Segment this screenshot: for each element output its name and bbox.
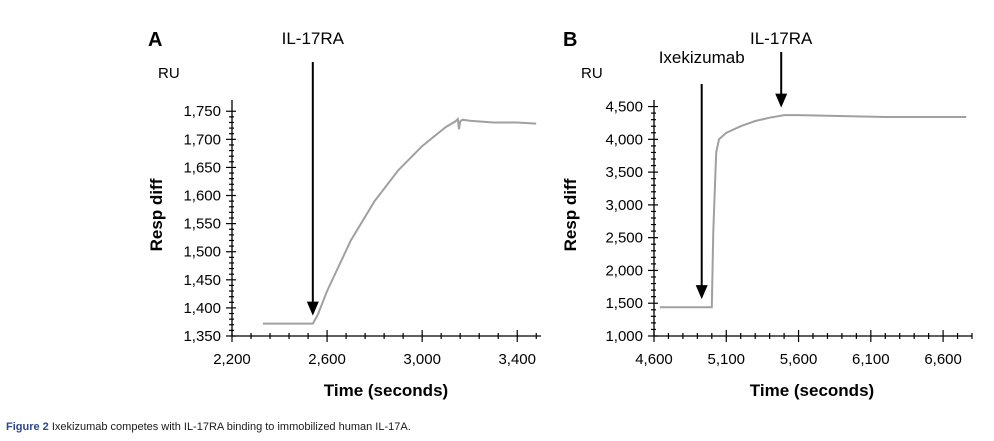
panel-a-y-tick-label: 1,550	[183, 216, 221, 233]
panel-b-unit-label: RU	[581, 65, 603, 82]
panel-b-letter: B	[563, 29, 577, 51]
panel-a-annotation-il-17ra-arrow-head	[306, 301, 319, 316]
panel-a-y-axis-title: Resp diff	[147, 178, 166, 251]
caption-label: Figure 2	[6, 421, 49, 433]
panel-b-y-tick-label: 4,500	[605, 99, 643, 116]
panel-b-y-tick-label: 3,500	[605, 164, 643, 181]
panel-a-x-axis-title: Time (seconds)	[324, 381, 448, 400]
panel-a-y-tick-label: 1,350	[183, 328, 221, 345]
panel-b-y-axis-title: Resp diff	[561, 178, 580, 251]
panel-a-annotation-il-17ra-label: IL-17RA	[282, 29, 345, 48]
panel-b-y-tick-label: 2,500	[605, 230, 643, 247]
panel-b-y-tick-label: 1,000	[605, 328, 643, 345]
panel-a-unit-label: RU	[158, 65, 180, 82]
panel-b-annotation-ixekizumab-label: Ixekizumab	[659, 48, 745, 67]
panel-b-x-tick-label: 6,100	[852, 351, 890, 368]
panel-b-x-axis-title: Time (seconds)	[750, 381, 874, 400]
panel-b-y-tick-label: 2,000	[605, 262, 643, 279]
panel-a-x-tick-label: 3,000	[403, 351, 441, 368]
panel-a-series-line	[262, 116, 537, 325]
panel-a-plot: 1,350 1,400 1,450 1,500 1,550 1,600 1,650 1,700…	[183, 29, 541, 368]
panel-a-y-tick-label: 1,500	[183, 244, 221, 261]
panel-b-x-tick-label: 5,100	[707, 351, 745, 368]
panel-a-x-tick-label: 2,200	[213, 351, 251, 368]
panel-b-x-tick-label: 4,600	[635, 351, 673, 368]
panel-a-x-tick-label: 3,400	[498, 351, 536, 368]
panel-a-y-tick-label: 1,700	[183, 131, 221, 148]
panel-b-annotation-il-17ra-arrow-head	[775, 93, 788, 108]
panel-a: A RU Resp diff Time (seconds) 1,350 1,400…	[147, 29, 541, 400]
panel-a-y-tick-label: 1,400	[183, 300, 221, 317]
panel-b-y-tick-label: 4,000	[605, 131, 643, 148]
figure-canvas: A RU Resp diff Time (seconds) 1,350 1,400…	[147, 29, 973, 400]
panel-b-y-tick-label: 3,000	[605, 197, 643, 214]
panel-a-x-tick-label: 2,600	[308, 351, 346, 368]
panel-a-y-tick-label: 1,650	[183, 159, 221, 176]
caption-text: Ixekizumab competes with IL-17RA binding…	[51, 421, 411, 433]
panel-a-letter: A	[148, 29, 162, 51]
panel-a-y-tick-label: 1,600	[183, 188, 221, 205]
panel-b-x-tick-label: 6,600	[924, 351, 962, 368]
panel-b-x-tick-label: 5,600	[780, 351, 818, 368]
panel-b-annotation-il-17ra-label: IL-17RA	[750, 29, 813, 48]
figure-caption: Figure 2 Ixekizumab competes with IL-17R…	[6, 421, 411, 433]
panel-b-annotation-ixekizumab-arrow-head	[695, 285, 708, 300]
panel-a-y-tick-label: 1,450	[183, 272, 221, 289]
panel-a-y-tick-label: 1,750	[183, 103, 221, 120]
panel-b-plot: 1,000 1,500 2,000 2,500 3,000 3,500 4,000 4,500…	[605, 29, 973, 368]
panel-b-y-tick-label: 1,500	[605, 295, 643, 312]
panel-b-series-line	[659, 114, 967, 309]
panel-b: B RU Resp diff Time (seconds) 1,000 1,500…	[561, 29, 973, 400]
